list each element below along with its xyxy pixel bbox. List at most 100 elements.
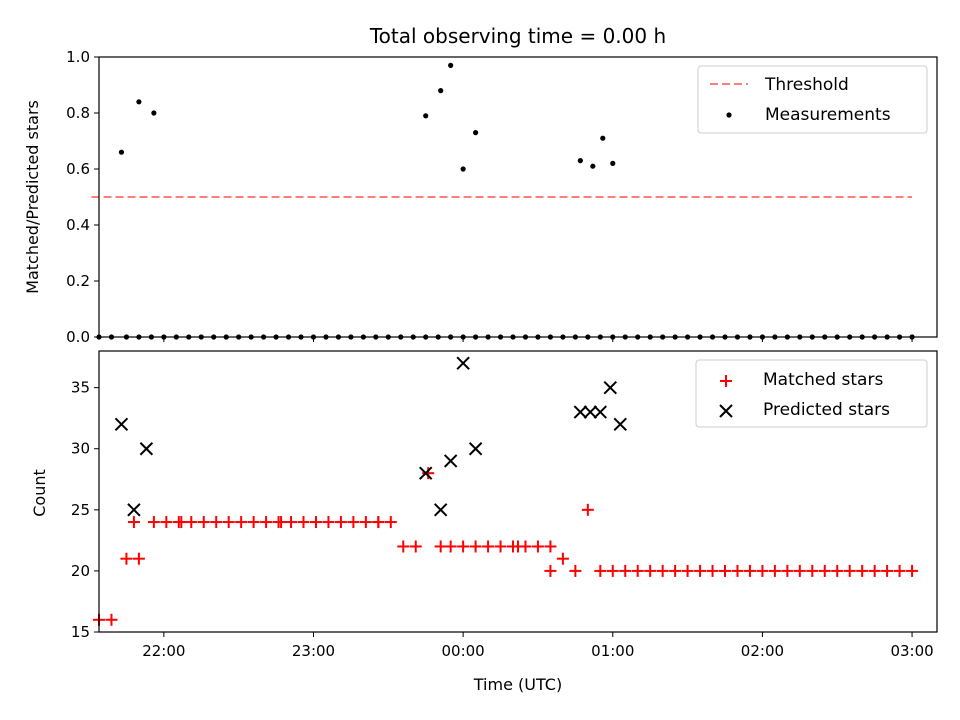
matched-point (359, 516, 372, 529)
matched-point (457, 540, 470, 553)
count-x-tick-label: 23:00 (292, 642, 335, 660)
matched-point (482, 540, 495, 553)
matched-point (512, 540, 524, 553)
matched-point (544, 564, 557, 577)
ratio-x-ticks (163, 337, 913, 342)
threshold-legend-label: Threshold (764, 75, 849, 95)
matched-point (275, 516, 288, 529)
count-marks (93, 356, 919, 626)
ratio-y-tick-label: 0.2 (66, 272, 90, 290)
count-y-tick-label: 15 (71, 623, 90, 641)
matched-point (793, 564, 806, 577)
measurement-point (136, 99, 142, 105)
matched-point (297, 516, 310, 529)
matched-point (594, 564, 607, 577)
matched-point (175, 516, 188, 529)
count-x-tick-label: 22:00 (142, 642, 185, 660)
ratio-legend: Threshold Measurements (697, 65, 928, 134)
matched-point (756, 564, 769, 577)
matched-point (444, 540, 457, 553)
matched-point (105, 613, 118, 626)
matched-point (544, 540, 557, 553)
predicted-legend-swatch (719, 404, 733, 418)
matched-point (494, 540, 507, 553)
matched-point (706, 564, 719, 577)
chart-title: Total observing time = 0.00 h (369, 24, 666, 48)
measurement-point (600, 135, 606, 141)
measurements-legend-label: Measurements (765, 105, 891, 125)
matched-point (581, 503, 594, 516)
matched-point (147, 516, 160, 529)
predicted-point (593, 405, 608, 419)
matched-point (222, 516, 235, 529)
matched-point (372, 516, 385, 529)
count-x-tick-label: 02:00 (741, 642, 784, 660)
ratio-y-tick-label: 0.6 (66, 160, 90, 178)
predicted-point (613, 417, 627, 432)
matched-point (132, 552, 145, 565)
count-y-ticks: 15 20 25 30 35 (71, 379, 99, 641)
ratio-y-axis-label: Matched/Predicted stars (23, 100, 42, 294)
matched-point (260, 516, 273, 529)
matched-point (197, 516, 210, 529)
predicted-point (139, 442, 154, 456)
predicted-point (603, 380, 617, 395)
measurement-point (151, 110, 157, 116)
predicted-point (456, 356, 470, 370)
matched-point (806, 564, 819, 577)
matched-point (644, 564, 657, 577)
count-y-tick-label: 35 (71, 379, 90, 397)
predicted-point (127, 503, 141, 517)
matched-point (656, 564, 669, 577)
count-x-tick-label: 01:00 (591, 642, 634, 660)
matched-point (235, 516, 248, 529)
matched-point (743, 564, 756, 577)
matched-point (210, 516, 223, 529)
matched-point (569, 564, 582, 577)
predicted-legend-label: Predicted stars (763, 400, 890, 420)
measurement-point (460, 166, 466, 172)
measurement-point (423, 113, 429, 119)
matched-point (669, 564, 682, 577)
matched-point (719, 564, 732, 577)
count-x-ticks: 22:00 23:00 00:00 01:00 02:00 03:00 (142, 632, 934, 660)
measurement-point (590, 163, 596, 169)
matched-point (868, 564, 881, 577)
matched-point (768, 564, 781, 577)
measurements-legend-swatch (726, 112, 732, 118)
ratio-axes-frame (98, 56, 938, 338)
matched-point (831, 564, 844, 577)
count-y-tick-label: 25 (71, 501, 90, 519)
matched-point (781, 564, 794, 577)
matched-point (818, 564, 831, 577)
count-legend-box (695, 359, 928, 428)
matched-point (309, 516, 322, 529)
matched-legend-swatch (720, 375, 732, 387)
matched-point (247, 516, 260, 529)
matched-point (384, 516, 397, 529)
predicted-point (114, 417, 129, 432)
matched-point (843, 564, 856, 577)
count-axes-frame (98, 350, 938, 633)
ratio-y-tick-label: 1.0 (66, 48, 90, 66)
predicted-point (468, 442, 483, 456)
matched-point (347, 516, 360, 529)
predicted-point (419, 466, 433, 480)
matched-point (531, 540, 544, 553)
predicted-point (433, 503, 448, 517)
count-x-tick-label: 00:00 (442, 642, 485, 660)
x-axis-label: Time (UTC) (473, 675, 562, 694)
measurement-point (118, 149, 125, 155)
matched-point (694, 564, 707, 577)
matched-point (397, 540, 410, 553)
count-legend: Matched stars Predicted stars (695, 359, 928, 428)
matched-point (906, 564, 919, 577)
matched-point (681, 564, 694, 577)
ratio-y-tick-label: 0.8 (66, 104, 90, 122)
ratio-y-ticks: 0.0 0.2 0.4 0.6 0.8 1.0 (66, 48, 99, 346)
matched-point (619, 564, 632, 577)
matched-legend-label: Matched stars (763, 370, 883, 390)
matched-point (422, 467, 435, 480)
predicted-point (583, 405, 598, 419)
